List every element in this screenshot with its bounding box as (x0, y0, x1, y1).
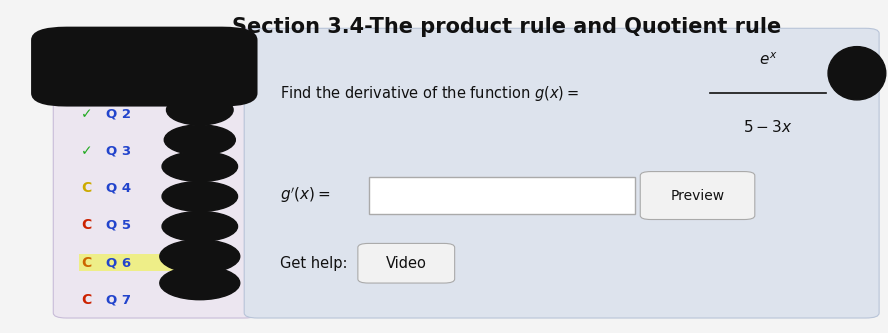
Text: Section 3.4-The product rule and Quotient rule: Section 3.4-The product rule and Quotien… (232, 17, 781, 37)
Ellipse shape (160, 266, 240, 300)
Text: $g'(x) =$: $g'(x) =$ (280, 186, 330, 205)
Text: Preview: Preview (670, 188, 725, 202)
Text: $5-3x$: $5-3x$ (743, 119, 793, 135)
Text: ✓: ✓ (81, 107, 92, 121)
Text: Video: Video (385, 255, 427, 271)
Text: C: C (81, 181, 91, 195)
Text: Q 6: Q 6 (106, 256, 131, 269)
Text: Q 3: Q 3 (106, 145, 131, 158)
Ellipse shape (162, 152, 238, 181)
Text: Q 7: Q 7 (106, 293, 131, 306)
FancyBboxPatch shape (53, 28, 258, 318)
FancyBboxPatch shape (79, 253, 194, 271)
FancyBboxPatch shape (358, 243, 455, 283)
Ellipse shape (828, 47, 886, 100)
Text: Q 1: Q 1 (106, 70, 131, 83)
Text: C: C (81, 255, 91, 269)
FancyBboxPatch shape (369, 177, 635, 214)
Ellipse shape (162, 181, 238, 211)
FancyBboxPatch shape (244, 28, 879, 318)
FancyBboxPatch shape (640, 171, 755, 219)
Text: Find the derivative of the function $g(x) =$: Find the derivative of the function $g(x… (280, 84, 579, 103)
Ellipse shape (160, 240, 240, 273)
Text: Q 2: Q 2 (106, 107, 131, 120)
Text: $e^{x}$: $e^{x}$ (759, 52, 777, 68)
Ellipse shape (162, 211, 238, 241)
FancyBboxPatch shape (31, 27, 258, 107)
Text: Get help:: Get help: (280, 255, 347, 271)
Text: C: C (81, 218, 91, 232)
Text: Q 5: Q 5 (106, 219, 131, 232)
Text: Questions: Questions (77, 45, 155, 59)
Text: C: C (81, 293, 91, 307)
Ellipse shape (164, 125, 235, 155)
Text: ✓: ✓ (81, 144, 92, 158)
Ellipse shape (167, 95, 233, 125)
Text: Q 4: Q 4 (106, 181, 131, 195)
Text: ✓: ✓ (81, 70, 92, 84)
